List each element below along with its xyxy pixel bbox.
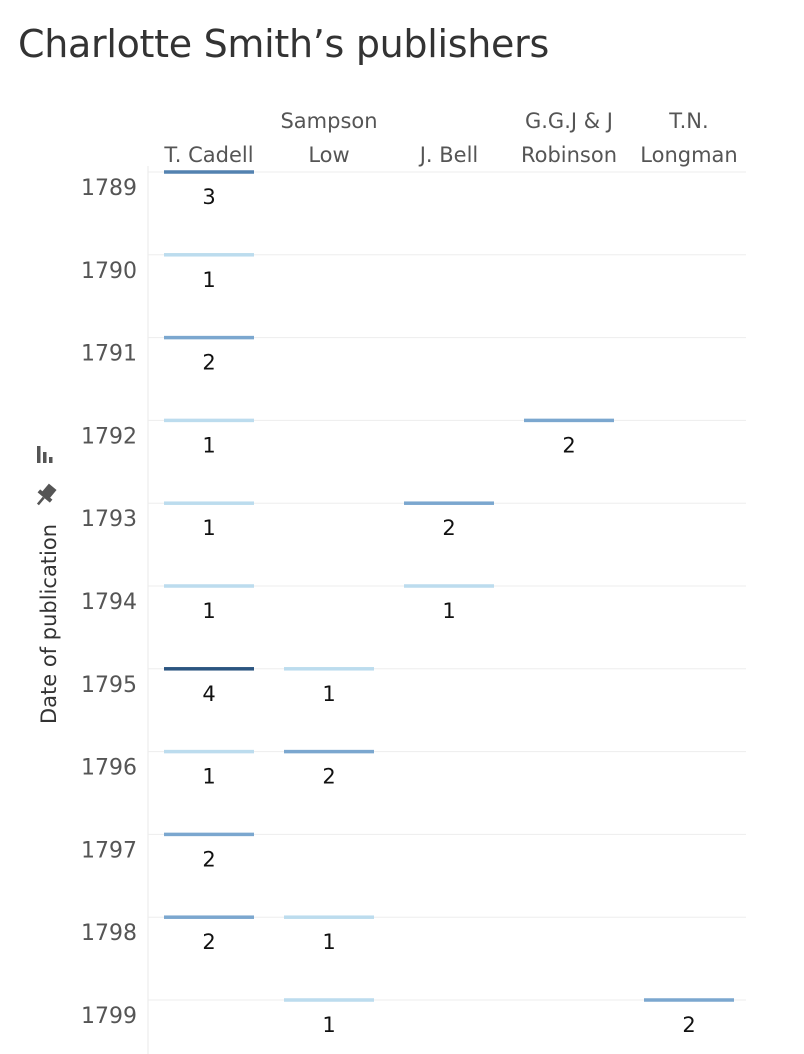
data-mark[interactable] — [164, 501, 254, 505]
data-label: 4 — [202, 682, 215, 706]
data-label: 2 — [202, 351, 215, 375]
year-label: 1790 — [81, 259, 137, 284]
year-label: 1794 — [81, 590, 137, 615]
column-header-label: Robinson — [521, 143, 617, 167]
column-header-label: Longman — [640, 143, 737, 167]
column-header-label: J. Bell — [418, 143, 479, 167]
year-label: 1791 — [81, 342, 137, 367]
data-mark[interactable] — [524, 418, 614, 423]
data-mark[interactable] — [284, 998, 374, 1002]
data-label: 2 — [202, 847, 215, 871]
bar-sort-icon[interactable] — [37, 446, 53, 463]
data-mark[interactable] — [284, 915, 374, 919]
chart-title: Charlotte Smith’s publishers — [18, 22, 549, 66]
data-label: 1 — [202, 516, 215, 540]
column-headers: T. Cadell Sampson Low J. Bell G.G.J & J Robin… — [163, 109, 737, 167]
data-label: 2 — [202, 930, 215, 954]
column-header-label: T. Cadell — [163, 143, 253, 167]
data-mark[interactable] — [284, 749, 374, 754]
data-label: 1 — [202, 268, 215, 292]
data-label: 1 — [202, 765, 215, 789]
data-label: 1 — [202, 433, 215, 457]
column-header-label: T.N. — [668, 109, 708, 133]
year-label: 1797 — [81, 838, 137, 863]
data-mark[interactable] — [164, 915, 254, 919]
data-label: 1 — [322, 930, 335, 954]
year-label: 1796 — [81, 756, 137, 781]
data-mark[interactable] — [164, 584, 254, 588]
data-mark[interactable] — [164, 335, 254, 340]
data-mark[interactable] — [164, 253, 254, 257]
data-label: 2 — [562, 433, 575, 457]
data-mark[interactable] — [404, 501, 494, 505]
year-label: 1799 — [81, 1004, 137, 1029]
column-header-label: G.G.J & J — [525, 109, 613, 133]
y-axis-title: Date of publication — [37, 524, 61, 724]
pin-icon[interactable] — [32, 482, 59, 510]
data-label: 1 — [322, 1013, 335, 1037]
data-label: 1 — [202, 599, 215, 623]
data-label: 1 — [442, 599, 455, 623]
data-mark[interactable] — [164, 749, 254, 754]
data-label: 3 — [202, 185, 215, 209]
data-mark[interactable] — [164, 832, 254, 837]
y-axis-title-group: Date of publication — [32, 446, 61, 724]
year-label: 1789 — [81, 176, 137, 201]
data-label: 1 — [322, 682, 335, 706]
data-label: 2 — [322, 765, 335, 789]
data-mark[interactable] — [164, 418, 254, 423]
data-mark[interactable] — [164, 170, 254, 174]
year-label: 1798 — [81, 921, 137, 946]
data-mark[interactable] — [284, 667, 374, 671]
data-mark[interactable] — [164, 667, 254, 671]
column-header-label: Low — [308, 143, 349, 167]
year-label: 1795 — [81, 673, 137, 698]
data-mark[interactable] — [404, 584, 494, 588]
year-axis: 1789 1790 1791 1792 1793 1794 1795 1796 1797 1798… — [81, 176, 137, 1029]
data-label: 2 — [442, 516, 455, 540]
data-label: 2 — [682, 1013, 695, 1037]
column-header-label: Sampson — [280, 109, 377, 133]
year-label: 1793 — [81, 507, 137, 532]
data-marks: 3 1 2 1 1 1 4 1 2 2 1 2 1 1 2 1 2 2 — [164, 170, 734, 1037]
year-label: 1792 — [81, 424, 137, 449]
data-mark[interactable] — [644, 998, 734, 1002]
